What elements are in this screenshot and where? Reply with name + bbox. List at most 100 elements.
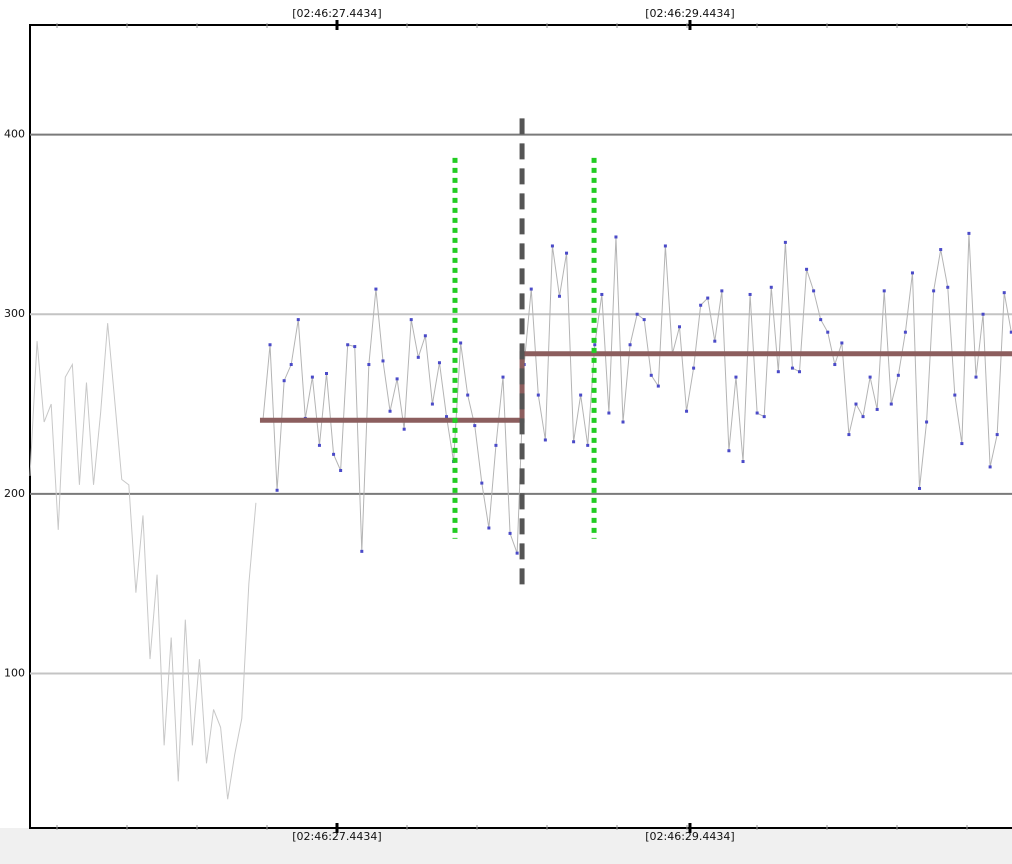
data-point	[762, 415, 766, 419]
data-point	[473, 424, 477, 428]
data-point	[988, 465, 992, 469]
data-point	[967, 231, 971, 235]
data-point	[508, 531, 512, 535]
data-point	[699, 303, 703, 307]
data-point	[628, 343, 632, 347]
footer-strip	[0, 828, 1012, 864]
data-point	[268, 343, 272, 347]
data-point	[487, 526, 491, 530]
data-point	[776, 370, 780, 374]
data-point	[663, 244, 667, 248]
data-point	[925, 420, 929, 424]
data-point	[586, 443, 590, 447]
data-point	[402, 427, 406, 431]
data-point	[480, 481, 484, 485]
data-point	[783, 240, 787, 244]
data-point	[600, 292, 604, 296]
data-point	[748, 292, 752, 296]
data-point	[494, 443, 498, 447]
data-point	[854, 402, 858, 406]
data-point	[339, 469, 343, 473]
data-point	[317, 443, 321, 447]
data-point	[790, 366, 794, 370]
data-point	[656, 384, 660, 388]
data-point	[939, 248, 943, 252]
data-point	[346, 343, 350, 347]
data-point	[918, 486, 922, 490]
data-point	[360, 549, 364, 553]
data-point	[579, 393, 583, 397]
data-point	[769, 285, 773, 289]
data-point	[381, 359, 385, 363]
data-point	[713, 339, 717, 343]
data-point	[861, 415, 865, 419]
data-point	[868, 375, 872, 379]
data-point	[1009, 330, 1012, 334]
data-point	[536, 393, 540, 397]
data-point	[889, 402, 893, 406]
data-point	[388, 409, 392, 413]
data-point	[621, 420, 625, 424]
data-point	[374, 287, 378, 291]
data-point	[445, 415, 449, 419]
data-point	[416, 355, 420, 359]
data-point	[423, 334, 427, 338]
series-line	[29, 323, 257, 800]
x-tick-label: [02:46:27.4434]	[292, 830, 381, 843]
data-point	[649, 373, 653, 377]
data-point	[882, 289, 886, 293]
data-point	[833, 363, 837, 367]
data-point	[734, 375, 738, 379]
data-point	[459, 341, 463, 345]
data-point	[826, 330, 830, 334]
data-point	[706, 296, 710, 300]
data-point	[741, 460, 745, 464]
data-point	[296, 318, 300, 322]
data-point	[755, 411, 759, 415]
data-point	[565, 251, 569, 255]
data-point	[437, 361, 441, 365]
data-point	[332, 452, 336, 456]
data-point	[529, 287, 533, 291]
data-point	[727, 449, 731, 453]
data-point	[847, 433, 851, 437]
data-point	[875, 407, 879, 411]
data-point	[367, 363, 371, 367]
data-point	[515, 551, 519, 555]
data-point	[798, 370, 802, 374]
data-point	[932, 289, 936, 293]
data-point	[557, 294, 561, 298]
data-point	[896, 373, 900, 377]
data-point	[677, 325, 681, 329]
data-point	[981, 312, 985, 316]
data-point	[692, 366, 696, 370]
data-point	[593, 343, 597, 347]
data-point	[910, 271, 914, 275]
x-tick-label: [02:46:29.4434]	[645, 830, 734, 843]
data-point	[840, 341, 844, 345]
data-point	[501, 375, 505, 379]
data-point	[1002, 291, 1006, 295]
series-line	[259, 351, 1012, 423]
data-point	[720, 289, 724, 293]
data-point	[395, 377, 399, 381]
data-point	[903, 330, 907, 334]
data-point	[607, 411, 611, 415]
data-point	[550, 244, 554, 248]
data-point	[960, 442, 964, 446]
data-point	[353, 345, 357, 349]
data-point	[805, 267, 809, 271]
y-tick-label: 200	[4, 487, 25, 500]
data-point	[614, 235, 618, 239]
data-point	[282, 379, 286, 383]
data-point	[685, 409, 689, 413]
y-tick-label: 100	[4, 667, 25, 680]
data-point	[953, 393, 957, 397]
data-point	[430, 402, 434, 406]
data-point	[466, 393, 470, 397]
x-tick-label: [02:46:29.4434]	[645, 7, 734, 20]
data-point	[995, 433, 999, 437]
y-tick-label: 400	[4, 128, 25, 141]
